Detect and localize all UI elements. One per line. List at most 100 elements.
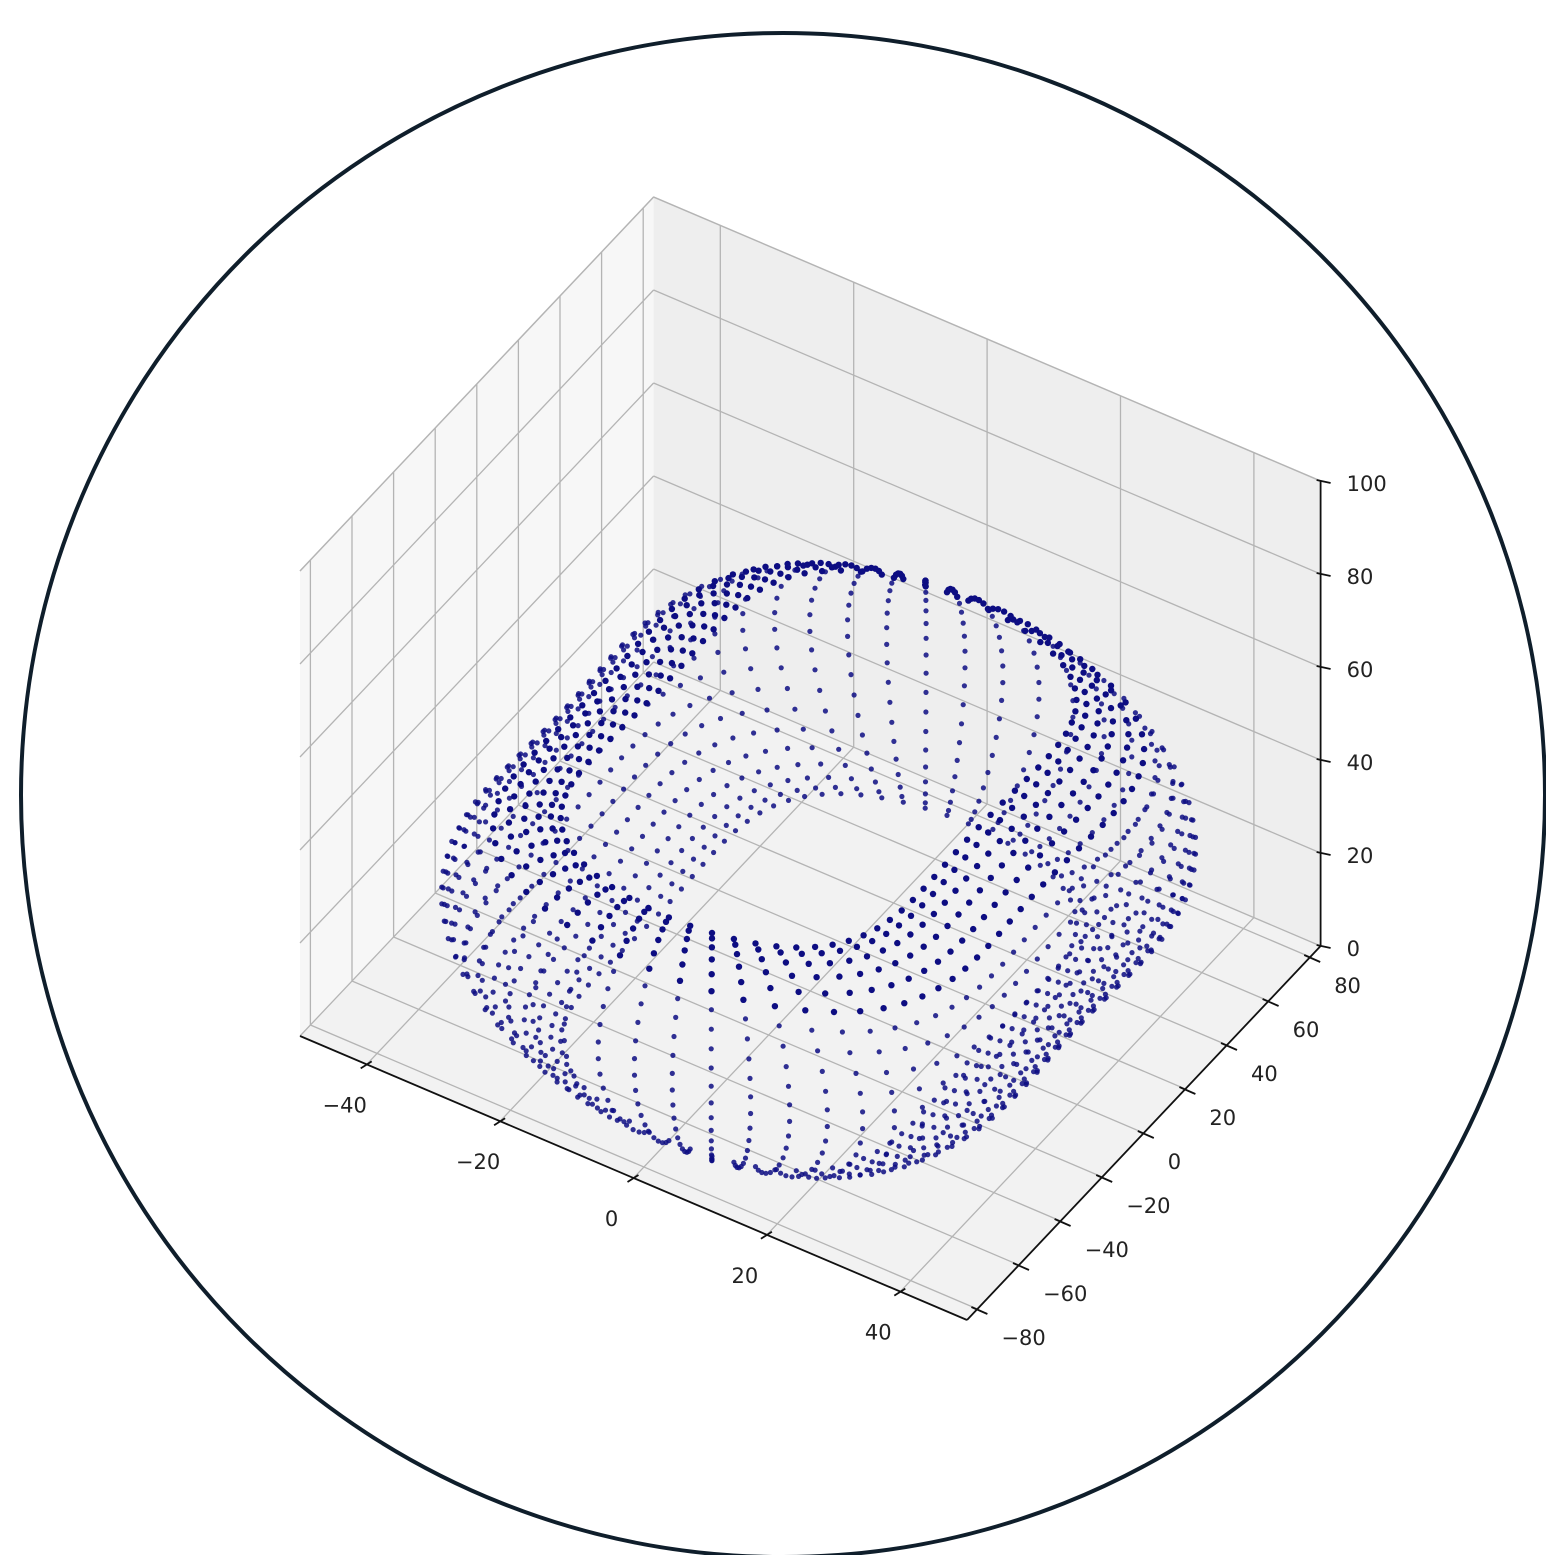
scatter-point	[805, 960, 812, 967]
scatter-point	[584, 899, 592, 906]
scatter-point	[1187, 882, 1193, 888]
scatter-point	[1168, 907, 1174, 913]
scatter-point	[961, 1024, 967, 1030]
scatter-point	[774, 764, 780, 770]
scatter-point	[518, 965, 524, 972]
scatter-point	[884, 625, 890, 631]
scatter-point	[747, 1125, 753, 1131]
grid-line-y-floor	[310, 1024, 978, 1310]
scatter-point	[479, 977, 485, 983]
scatter-point	[980, 785, 987, 791]
scatter-point	[892, 960, 899, 967]
scatter-point	[1132, 821, 1138, 827]
scatter-point	[463, 893, 470, 899]
scatter-point	[562, 1071, 568, 1077]
scatter-point	[1137, 945, 1143, 951]
scatter-point	[813, 785, 819, 791]
scatter-point	[550, 852, 557, 859]
scatter-point	[671, 1115, 677, 1121]
scatter-point	[756, 586, 764, 593]
scatter-point	[669, 1087, 675, 1093]
scatter-point	[914, 1020, 920, 1026]
scatter-point	[602, 886, 609, 893]
scatter-point	[594, 891, 601, 898]
scatter-point	[1099, 821, 1106, 829]
scatter-point	[835, 561, 842, 568]
scatter-point	[1034, 714, 1040, 720]
scatter-point	[1094, 720, 1101, 727]
scatter-point	[807, 612, 813, 618]
scatter-point	[931, 1097, 937, 1103]
scatter-point	[528, 842, 535, 849]
scatter-point	[985, 1064, 991, 1070]
scatter-point	[1045, 1042, 1051, 1048]
scatter-point	[973, 862, 981, 870]
scatter-point	[1121, 835, 1127, 841]
scatter-point	[773, 943, 780, 950]
scatter-point	[823, 1088, 829, 1094]
scatter-point	[460, 971, 466, 978]
scatter-point	[1120, 787, 1126, 793]
scatter-point	[978, 1063, 984, 1069]
scatter-point	[1040, 881, 1047, 888]
scatter-point	[947, 948, 954, 955]
y-tick-mark	[1054, 1218, 1071, 1227]
scatter-point	[1085, 989, 1091, 996]
scatter-point	[945, 807, 952, 814]
scatter-point	[711, 578, 718, 585]
scatter-point	[1101, 717, 1107, 723]
scatter-point	[660, 624, 668, 631]
scatter-point	[1105, 781, 1112, 788]
scatter-point	[1166, 811, 1172, 817]
scatter-point	[582, 895, 588, 901]
scatter-point	[646, 885, 652, 891]
scatter-point	[1077, 660, 1083, 666]
scatter-point	[1133, 910, 1139, 916]
scatter-point	[565, 847, 571, 854]
scatter-point	[1109, 983, 1115, 989]
scatter-point	[919, 993, 926, 1000]
scatter-point	[1121, 695, 1127, 702]
scatter-point	[819, 791, 825, 797]
scatter-point	[1046, 813, 1053, 820]
scatter-point	[586, 710, 592, 716]
scatter-point	[597, 747, 603, 754]
scatter-point	[489, 1010, 495, 1016]
scatter-point	[452, 840, 458, 846]
scatter-point	[698, 801, 704, 808]
scatter-point	[999, 648, 1005, 654]
scatter-point	[1063, 857, 1071, 864]
scatter-point	[523, 888, 530, 896]
scatter-point	[910, 1066, 917, 1072]
scatter-point	[573, 933, 579, 939]
scatter-point	[885, 679, 891, 685]
scatter-point	[1082, 712, 1089, 719]
scatter-point	[1123, 902, 1129, 908]
scatter-point	[1078, 939, 1084, 945]
scatter-point	[678, 886, 685, 892]
scatter-point	[897, 784, 903, 790]
scatter-point	[1139, 895, 1145, 901]
scatter-point	[949, 1143, 955, 1149]
scatter-point	[914, 1159, 920, 1165]
scatter-point	[1144, 943, 1150, 949]
scatter-point	[708, 944, 716, 951]
scatter-point	[931, 1124, 937, 1130]
scatter-point	[1101, 964, 1107, 970]
scatter-point	[721, 588, 727, 594]
scatter-point	[682, 731, 688, 737]
scatter-point	[554, 1079, 560, 1085]
scatter-point	[507, 833, 515, 840]
scatter-point	[669, 1070, 675, 1076]
scatter-point	[923, 597, 929, 604]
scatter-point	[622, 909, 629, 916]
scatter-point	[708, 988, 715, 995]
grid-line-z-left	[299, 196, 655, 572]
scatter-point	[739, 710, 745, 716]
scatter-point	[484, 1005, 490, 1011]
scatter-point	[1041, 633, 1049, 641]
scatter-point	[554, 1075, 560, 1081]
scatter-point	[610, 921, 617, 928]
scatter-point	[1109, 932, 1115, 938]
scatter-point	[708, 1065, 714, 1071]
